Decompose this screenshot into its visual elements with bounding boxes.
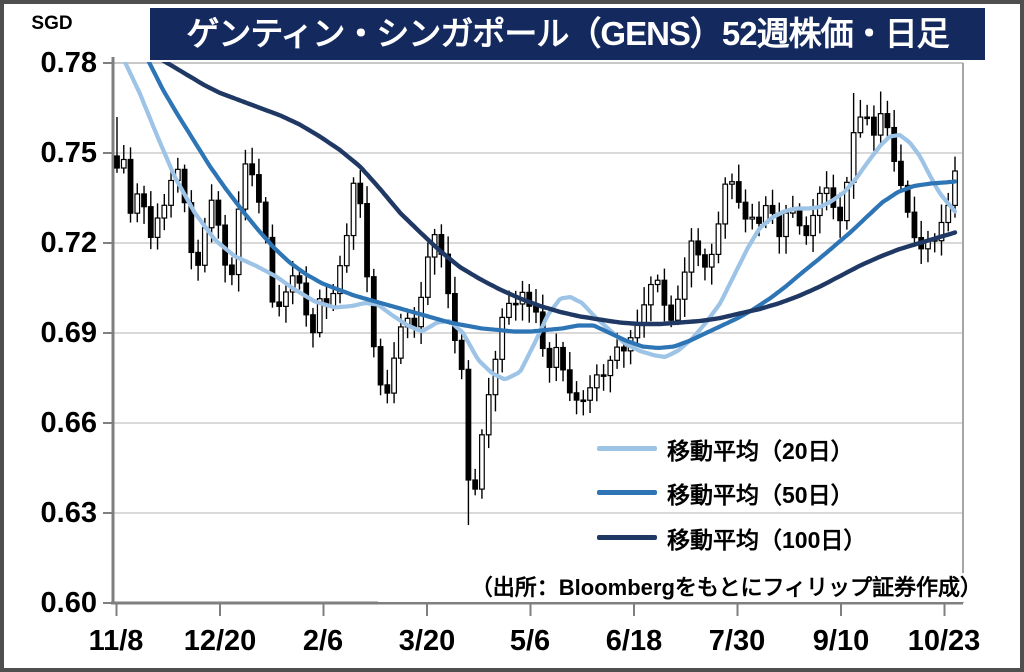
- x-axis-label-1: 12/20: [183, 625, 257, 657]
- ma50-legend-label: 移動平均（50日）: [667, 481, 854, 508]
- y-axis-label-4: 0.66: [40, 407, 97, 439]
- ma20-line-swatch: [597, 446, 657, 451]
- y-axis-label-3: 0.69: [40, 317, 97, 349]
- source-attribution: （出所：Bloombergをもとにフィリップ証券作成）: [378, 573, 982, 602]
- ma100-legend-label: 移動平均（100日）: [667, 526, 867, 553]
- x-axis-label-2: 2/6: [302, 625, 344, 657]
- y-axis-label-6: 0.60: [40, 587, 97, 619]
- y-axis-label-5: 0.63: [40, 497, 97, 529]
- x-axis-label-7: 9/10: [812, 625, 870, 657]
- legend-item-ma20: 移動平均（20日）: [597, 430, 937, 467]
- y-axis-label-2: 0.72: [40, 227, 97, 259]
- x-axis-label-0: 11/8: [88, 625, 144, 657]
- x-axis-label-8: 10/23: [907, 625, 981, 657]
- chart-title: ゲンティン・シンガポール（GENS）52週株価・日足: [150, 8, 985, 60]
- currency-unit-label: SGD: [31, 13, 73, 34]
- x-axis-label-6: 7/30: [708, 625, 766, 657]
- legend-item-ma100: 移動平均（100日）: [597, 519, 937, 556]
- y-axis-label-1: 0.75: [40, 137, 97, 169]
- ma20-legend-label: 移動平均（20日）: [667, 437, 854, 464]
- ma50-line-swatch: [597, 490, 657, 495]
- x-axis-label-5: 6/18: [605, 625, 663, 657]
- x-axis-label-3: 3/20: [398, 625, 456, 657]
- x-axis-label-4: 5/6: [509, 625, 551, 657]
- ma100-line-swatch: [597, 535, 657, 540]
- legend-item-ma50: 移動平均（50日）: [597, 474, 937, 511]
- y-axis-label-0: 0.78: [40, 47, 97, 79]
